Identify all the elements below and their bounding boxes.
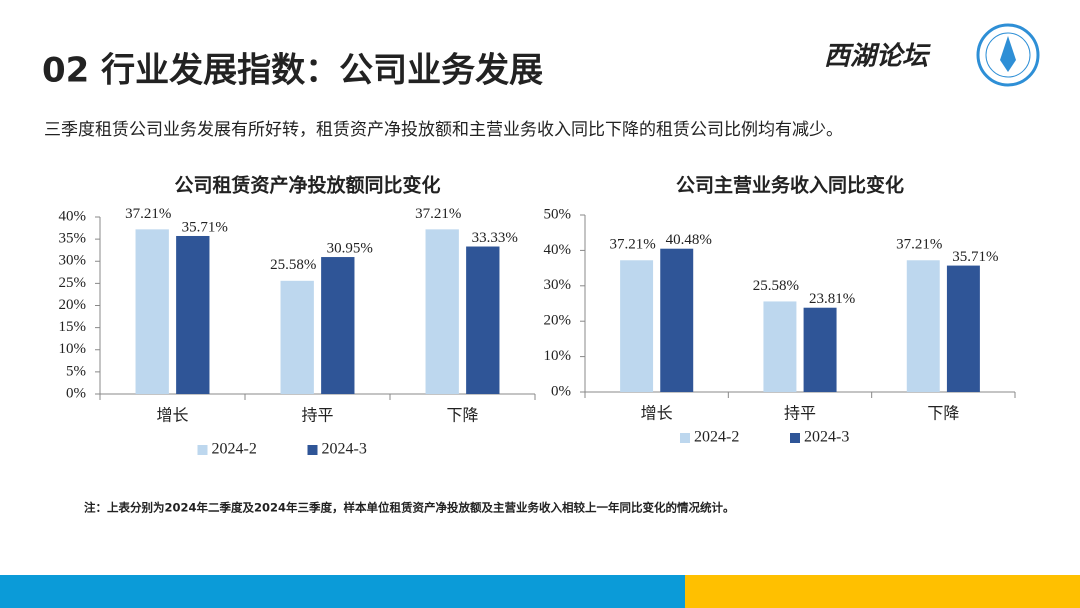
y-tick-label: 30%: [544, 277, 572, 293]
value-label: 33.33%: [472, 230, 518, 246]
bar: [176, 235, 210, 394]
value-label: 37.21%: [125, 206, 171, 222]
legend-label: 2024-3: [322, 441, 367, 458]
y-tick-label: 50%: [544, 206, 572, 222]
legend-label: 2024-2: [694, 429, 739, 446]
y-tick-label: 35%: [59, 231, 87, 247]
x-tick-label: 下降: [446, 406, 478, 425]
y-tick-label: 30%: [59, 253, 87, 269]
y-tick-label: 0%: [551, 383, 571, 399]
value-label: 37.21%: [896, 237, 942, 253]
legend-swatch: [307, 445, 318, 455]
y-tick-label: 10%: [59, 341, 87, 357]
x-tick-label: 持平: [784, 404, 816, 423]
y-tick-label: 15%: [59, 319, 87, 335]
y-tick-label: 0%: [66, 385, 86, 401]
value-label: 37.21%: [415, 206, 461, 222]
value-label: 37.21%: [609, 237, 655, 253]
footer-bar-blue: [0, 575, 685, 608]
bar: [466, 246, 500, 394]
y-tick-label: 10%: [544, 348, 572, 364]
legend-swatch: [790, 433, 800, 443]
y-tick-label: 40%: [544, 242, 572, 258]
value-label: 25.58%: [270, 257, 316, 273]
footnote: 注：上表分别为2024年二季度及2024年三季度，样本单位租赁资产净投放额及主营…: [84, 501, 735, 515]
bar: [946, 265, 980, 392]
legend-swatch: [680, 433, 690, 443]
chart-title: 公司主营业务收入同比变化: [676, 174, 904, 197]
legend-swatch: [197, 445, 208, 455]
bar: [660, 248, 694, 392]
bar: [906, 260, 940, 392]
bar: [803, 307, 837, 392]
value-label: 25.58%: [753, 278, 799, 294]
legend-label: 2024-3: [804, 429, 849, 446]
x-tick-label: 持平: [301, 406, 333, 425]
logo-text: 西湖论坛: [824, 42, 931, 72]
x-tick-label: 增长: [641, 404, 673, 423]
footer-bar-yellow: [685, 575, 1080, 608]
x-tick-label: 增长: [156, 406, 188, 425]
slide-title: 02 行业发展指数：公司业务发展: [42, 51, 543, 91]
bar: [321, 257, 355, 394]
value-label: 30.95%: [327, 240, 373, 256]
y-tick-label: 25%: [59, 275, 87, 291]
y-tick-label: 20%: [59, 297, 87, 313]
y-tick-label: 40%: [59, 208, 87, 224]
bar: [425, 229, 459, 394]
value-label: 35.71%: [182, 219, 228, 235]
y-tick-label: 5%: [66, 363, 86, 379]
y-tick-label: 20%: [544, 313, 572, 329]
x-tick-label: 下降: [927, 404, 959, 423]
chart-title: 公司租赁资产净投放额同比变化: [174, 174, 440, 197]
subtitle: 三季度租赁公司业务发展有所好转，租赁资产净投放额和主营业务收入同比下降的租赁公司…: [44, 120, 843, 140]
legend-label: 2024-2: [212, 441, 257, 458]
bar: [620, 260, 654, 392]
bar: [280, 280, 314, 394]
bar: [763, 301, 797, 392]
value-label: 40.48%: [666, 232, 712, 248]
value-label: 23.81%: [809, 291, 855, 307]
logo-emblem: [976, 23, 1040, 87]
value-label: 35.71%: [952, 249, 998, 265]
bar: [135, 229, 169, 394]
